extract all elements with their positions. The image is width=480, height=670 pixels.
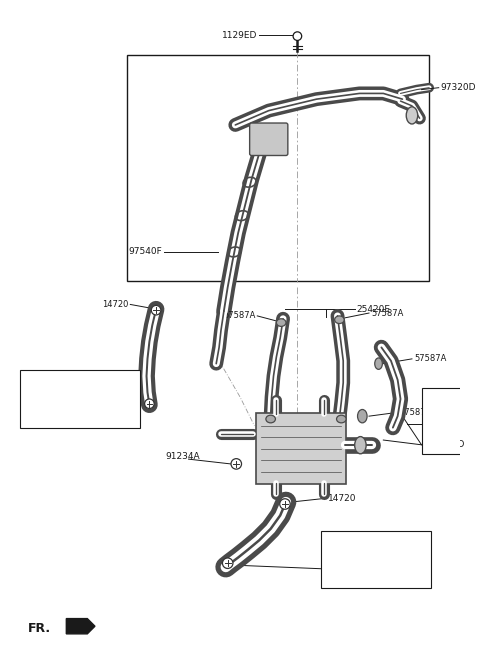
Text: 14720: 14720 <box>329 553 358 562</box>
Text: 91234A: 91234A <box>166 452 200 461</box>
Text: 57587A: 57587A <box>371 309 403 318</box>
Text: 25620D: 25620D <box>429 440 465 450</box>
Text: 25410L: 25410L <box>385 541 419 551</box>
Text: 1129ED: 1129ED <box>222 31 257 40</box>
Ellipse shape <box>335 316 344 324</box>
Circle shape <box>231 459 241 469</box>
Circle shape <box>280 498 290 509</box>
Circle shape <box>293 32 302 40</box>
Ellipse shape <box>358 409 367 423</box>
Circle shape <box>151 306 161 315</box>
FancyBboxPatch shape <box>127 55 429 281</box>
Ellipse shape <box>375 358 383 369</box>
FancyBboxPatch shape <box>250 123 288 155</box>
Circle shape <box>222 558 233 568</box>
Text: 97540F: 97540F <box>128 247 162 257</box>
Ellipse shape <box>266 415 276 423</box>
Text: 25630F: 25630F <box>423 411 455 421</box>
Text: FR.: FR. <box>28 622 51 634</box>
Text: 14720: 14720 <box>328 494 357 502</box>
Polygon shape <box>66 618 95 634</box>
Text: 14720: 14720 <box>102 300 128 309</box>
Circle shape <box>144 399 154 409</box>
Text: 57587A: 57587A <box>414 354 446 363</box>
FancyBboxPatch shape <box>21 371 140 427</box>
Text: 25420E: 25420E <box>357 305 391 314</box>
FancyBboxPatch shape <box>321 531 431 588</box>
Ellipse shape <box>276 319 286 326</box>
FancyBboxPatch shape <box>256 413 346 484</box>
Text: 14720: 14720 <box>102 403 128 412</box>
FancyBboxPatch shape <box>421 387 480 454</box>
Text: 57587A: 57587A <box>399 408 432 417</box>
Ellipse shape <box>406 107 418 124</box>
Text: 57587A: 57587A <box>223 312 255 320</box>
Text: 25420: 25420 <box>429 419 457 428</box>
Text: 97320D: 97320D <box>441 83 476 92</box>
Ellipse shape <box>336 415 346 423</box>
Ellipse shape <box>355 437 366 454</box>
Text: 14720: 14720 <box>28 421 57 430</box>
Text: 14720: 14720 <box>329 574 358 583</box>
Text: 25410U: 25410U <box>28 408 63 417</box>
Text: 14720: 14720 <box>28 388 57 397</box>
Text: 14720: 14720 <box>328 564 357 574</box>
